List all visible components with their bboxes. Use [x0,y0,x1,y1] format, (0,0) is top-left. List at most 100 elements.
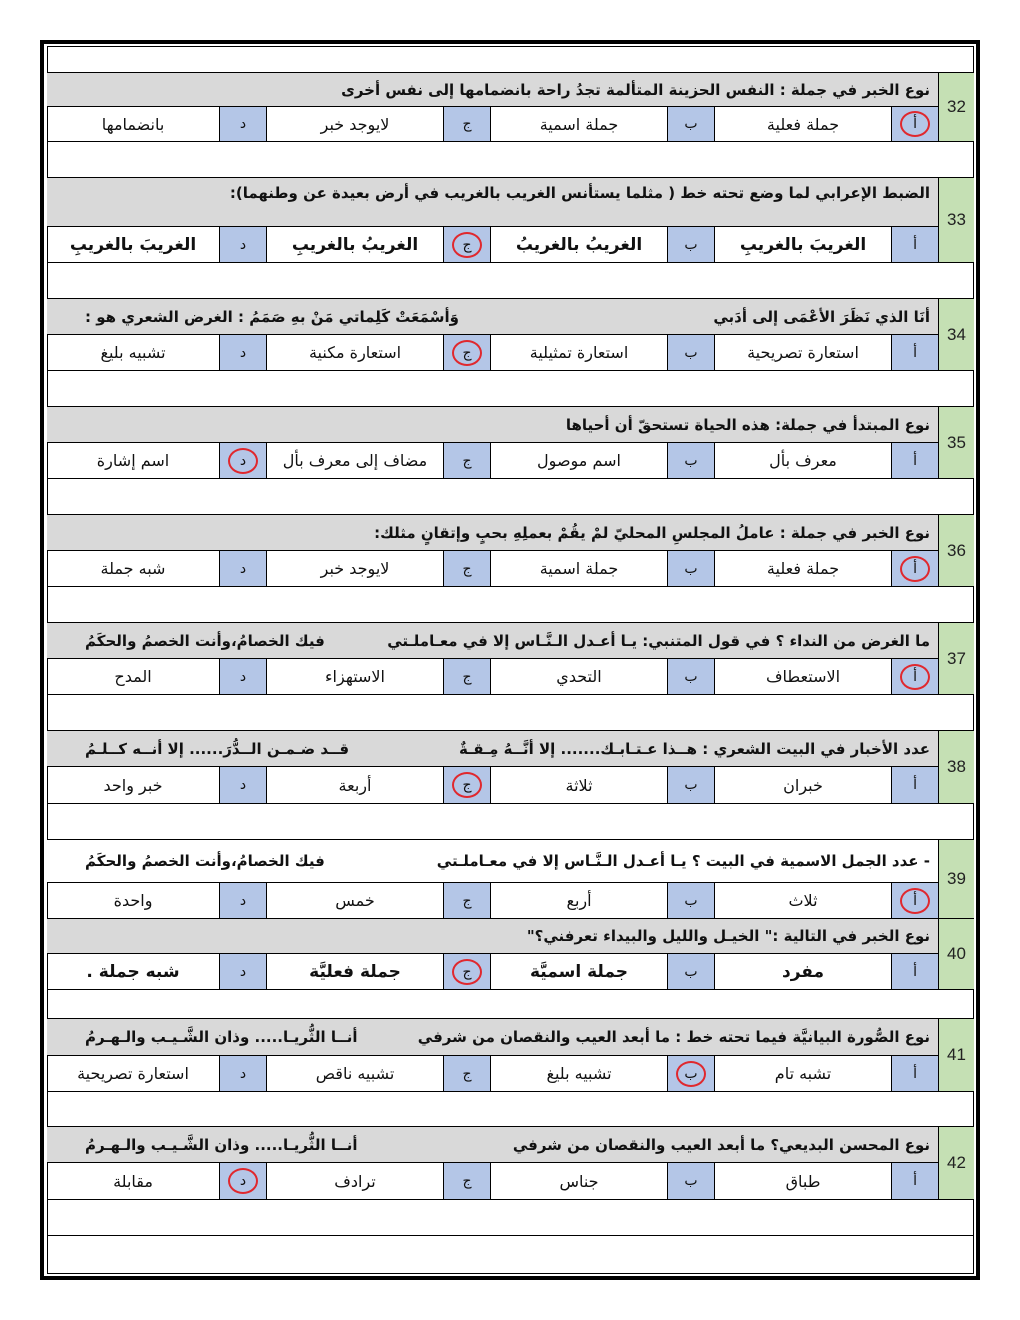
option-text[interactable]: الاستعطاف [714,659,891,694]
option-letter-3[interactable]: ج [443,954,490,989]
option-letter-2[interactable]: ب [667,954,714,989]
option-text[interactable]: واحدة [113,891,153,910]
option-letter: ج [462,452,472,469]
option-text[interactable]: التحدي [490,659,667,694]
option-letter-2[interactable]: ب [667,659,714,694]
option-letter-1[interactable]: أ [891,883,938,918]
option-letter-4[interactable]: د [219,767,266,803]
option-text[interactable]: جملة اسميَّة [490,954,667,989]
option-letter-2[interactable]: ب [667,1163,714,1199]
option-letter: د [239,560,247,577]
question-number: 42 [938,1127,974,1200]
option-letter-4[interactable]: د [219,1056,266,1091]
option-letter-4[interactable]: د [219,551,266,586]
option-text[interactable]: مقابلة [113,1171,153,1191]
option-letter-2[interactable]: ب [667,767,714,803]
option-text[interactable]: الغريبُ بالغريبِ [266,227,443,262]
option-letter-2[interactable]: ب [667,107,714,141]
option-letter-4[interactable]: د [219,335,266,370]
options-row: أ الاستعطاف ب التحدي ج الاستهزاء د المدح [47,659,938,695]
option-letter-1[interactable]: أ [891,954,938,989]
option-letter: د [239,236,247,253]
option-text[interactable]: لايوجد خبر [266,551,443,586]
option-text[interactable]: استعارة مكنية [266,335,443,370]
option-text[interactable]: لايوجد خبر [266,107,443,141]
option-letter-1[interactable]: أ [891,443,938,478]
option-letter-2[interactable]: ب [667,883,714,918]
blank-row [47,1236,974,1273]
option-text[interactable]: استعارة تصريحية [77,1064,189,1083]
option-letter-3[interactable]: ج [443,767,490,803]
option-text[interactable]: اسم إشارة [96,451,170,470]
option-text[interactable]: جملة اسمية [490,551,667,586]
option-letter-3[interactable]: ج [443,659,490,694]
option-text[interactable]: جملة اسمية [490,107,667,141]
option-text[interactable]: مفرد [714,954,891,989]
option-text[interactable]: استعارة تصريحية [714,335,891,370]
option-letter-1[interactable]: أ [891,551,938,586]
option-text[interactable]: تشبيه بليغ [490,1056,667,1091]
option-letter-4[interactable]: د [219,659,266,694]
option-letter-2[interactable]: ب [667,551,714,586]
option-letter-2[interactable]: ب [667,443,714,478]
option-letter-1[interactable]: أ [891,227,938,262]
option-letter-4[interactable]: د [219,443,266,478]
option-text[interactable]: خبر واحد [103,775,163,795]
option-text[interactable]: طباق [714,1163,891,1199]
option-letter-1[interactable]: أ [891,107,938,141]
option-text[interactable]: جملة فعلية [714,107,891,141]
option-letter-1[interactable]: أ [891,1056,938,1091]
option-text[interactable]: معرف بأل [714,443,891,478]
option-text[interactable]: جناس [490,1163,667,1199]
option-letter-3[interactable]: ج [443,107,490,141]
option-text[interactable]: أربع [490,883,667,918]
option-text[interactable]: شبه جملة [100,559,166,578]
option-text[interactable]: خبران [714,767,891,803]
option-text[interactable]: الغريبُ بالغريبُ [490,227,667,262]
option-letter-3[interactable]: ج [443,227,490,262]
option-letter-3[interactable]: ج [443,443,490,478]
option-letter-4[interactable]: د [219,227,266,262]
option-letter-4[interactable]: د [219,1163,266,1199]
option-text[interactable]: الاستهزاء [266,659,443,694]
question-text-row: نوع المحسن البديعي؟ ما أبعد العيب والنقص… [47,1127,938,1163]
option-letter: أ [913,344,917,361]
blank-row [47,695,974,731]
option-letter-3[interactable]: ج [443,551,490,586]
option-text[interactable]: ثلاثة [490,767,667,803]
option-text[interactable]: تشبه تام [714,1056,891,1091]
option-text[interactable]: جملة فعليَّة [266,954,443,989]
option-letter-4[interactable]: د [219,107,266,141]
option-text[interactable]: تشبيه بليغ [100,343,166,362]
blank-row [47,142,974,178]
option-text[interactable]: الغريبَ بالغريبِ [69,234,197,255]
option-letter-2[interactable]: ب [667,335,714,370]
option-letter-1[interactable]: أ [891,335,938,370]
option-text[interactable]: مضاف إلى معرف بأل [266,443,443,478]
option-letter-3[interactable]: ج [443,883,490,918]
option-text[interactable]: الغريبَ بالغريبِ [714,227,891,262]
option-letter-1[interactable]: أ [891,659,938,694]
option-letter-3[interactable]: ج [443,335,490,370]
option-text[interactable]: المدح [114,667,152,686]
option-text[interactable]: استعارة تمثيلية [490,335,667,370]
option-letter-3[interactable]: ج [443,1056,490,1091]
option-text[interactable]: ثلاث [714,883,891,918]
option-letter-1[interactable]: أ [891,1163,938,1199]
option-text[interactable]: بانضمامها [101,114,165,134]
option-letter-2[interactable]: ب [667,227,714,262]
question-text: أنــا الثُّريـا..... وذان الشَّـيـب والـ… [85,1135,358,1154]
option-letter-1[interactable]: أ [891,767,938,803]
option-letter-4[interactable]: د [219,954,266,989]
option-text[interactable]: ترادف [266,1163,443,1199]
option-text[interactable]: اسم موصول [490,443,667,478]
option-text[interactable]: تشبيه ناقص [266,1056,443,1091]
option-letter-2[interactable]: ب [667,1056,714,1091]
option-text[interactable]: جملة فعلية [714,551,891,586]
option-text[interactable]: شبه جملة . [86,961,180,982]
option-text[interactable]: خمس [266,883,443,918]
option-text[interactable]: أربعة [266,767,443,803]
option-letter-4[interactable]: د [219,883,266,918]
option-letter: أ [913,236,917,253]
option-letter-3[interactable]: ج [443,1163,490,1199]
